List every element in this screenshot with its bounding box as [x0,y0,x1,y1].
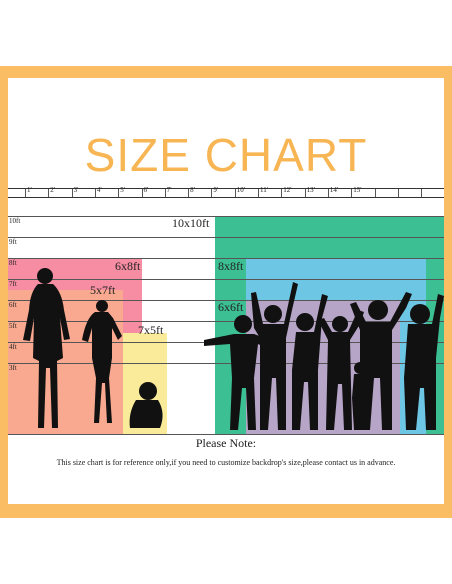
height-line [8,300,444,301]
height-line [8,216,444,217]
size-label-6x6: 6x6ft [218,300,244,314]
ruler-label: 4' [96,186,102,194]
size-label-6x8: 6x8ft [115,259,141,273]
height-line [8,237,444,238]
woman-silhouette [23,268,70,428]
height-label: 5ft [9,322,17,330]
ruler-label: 11' [260,186,269,194]
ruler-label: 12' [283,186,292,194]
people-silhouettes [23,268,444,430]
ruler-tick [48,189,50,197]
height-label: 8ft [9,259,17,267]
ruler-tick [141,189,143,197]
height-label: 10ft [9,217,21,225]
ruler-label: 10' [236,186,245,194]
height-label: 9ft [9,238,17,246]
ruler-label: 3' [73,186,79,194]
ruler-label: 14' [329,186,339,194]
size-chart-panel: SIZE CHART 1' 2' 3' 4' 5' 6' 7' 8' 9' 10' 11' 12' 13… [8,78,444,504]
ruler-tick [188,189,190,197]
ruler-label: 2' [50,186,56,194]
ruler-label: 5' [120,186,125,194]
kids-group-silhouette [204,282,444,430]
ruler-tick [211,189,213,197]
ruler-label: 13' [306,186,315,194]
ruler-tick [281,189,283,197]
height-label: 4ft [9,343,17,351]
ruler-tick [304,189,306,197]
ruler-label: 7' [166,186,172,194]
ruler-tick [374,189,376,197]
ruler-tick [258,189,259,197]
height-label: 3ft [9,364,17,372]
baby-silhouette [129,382,163,428]
height-label: 7ft [9,280,17,288]
note-text: This size chart is for reference only,if… [56,458,396,467]
size-label-10x10: 10x10ft [172,216,210,230]
size-label-5x7: 5x7ft [90,283,116,297]
orange-frame: SIZE CHART 1' 2' 3' 4' 5' 6' 7' 8' 9' 10' 11' 12' 13… [0,66,452,518]
height-line [8,279,444,280]
height-line [8,321,444,322]
note-title: Please Note: [195,436,257,450]
ruler-tick [164,189,166,197]
ruler-tick [397,189,399,197]
ruler-tick [351,189,353,197]
ruler-label: 9' [213,186,219,194]
ruler-label: 15' [353,186,362,194]
ruler-tick [94,189,96,197]
size-label-7x5: 7x5ft [138,323,164,337]
height-label: 6ft [9,301,17,309]
height-line [8,363,444,364]
ruler-tick [421,189,423,197]
page-title: SIZE CHART [84,129,368,181]
ruler-tick [71,189,73,197]
ruler-top-line [8,188,444,189]
ruler-tick [234,189,236,197]
ruler-tick [25,189,26,197]
height-line [8,258,444,259]
ruler-tick [327,189,329,197]
ruler-label: 1' [27,186,32,194]
floor-line [8,434,444,435]
girl-silhouette [82,300,122,423]
ruler-label: 6' [143,186,149,194]
ruler-label: 8' [190,186,195,194]
ruler-bottom-line [8,197,444,198]
size-label-8x8: 8x8ft [218,259,244,273]
ruler-tick [118,189,120,197]
